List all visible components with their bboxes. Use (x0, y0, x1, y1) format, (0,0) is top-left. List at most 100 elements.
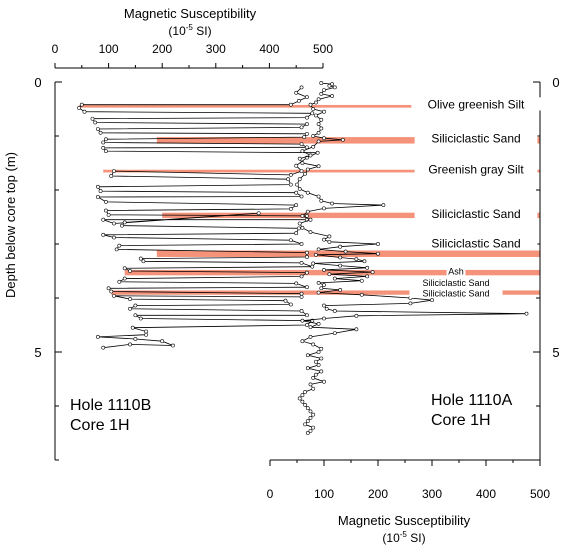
bottom-axis-tick-label: 500 (530, 487, 550, 501)
data-point-hole-1110b (299, 85, 304, 90)
label-hole-1110a-line1: Hole 1110A (431, 392, 513, 409)
data-point-hole-1110a (332, 331, 337, 336)
data-point-hole-1110b (288, 238, 293, 243)
data-point-hole-1110b (122, 266, 127, 271)
data-point-hole-1110b (128, 269, 132, 273)
data-point-hole-1110b (299, 194, 304, 199)
data-point-hole-1110a (322, 303, 326, 308)
data-point-hole-1110a (311, 144, 316, 149)
data-point-hole-1110a (316, 164, 321, 169)
data-point-hole-1110a (297, 187, 302, 191)
lithology-annotation: Siliciclastic Sand (431, 236, 520, 250)
data-point-hole-1110a (313, 252, 318, 257)
data-point-hole-1110b (128, 297, 132, 301)
data-point-hole-1110b (305, 131, 309, 136)
data-point-hole-1110a (359, 278, 364, 283)
data-point-hole-1110b (310, 111, 315, 116)
data-point-hole-1110a (338, 287, 343, 292)
data-point-hole-1110a (316, 280, 321, 285)
data-point-hole-1110b (305, 95, 309, 100)
data-point-hole-1110a (305, 366, 310, 371)
top-axis-tick-label: 500 (313, 42, 333, 56)
data-point-hole-1110b (288, 172, 293, 177)
data-point-hole-1110a (365, 274, 370, 279)
data-point-hole-1110a (330, 82, 335, 87)
top-axis-tick-label: 300 (206, 42, 226, 56)
data-point-hole-1110a (308, 217, 313, 222)
data-point-hole-1110b (117, 279, 122, 284)
data-point-hole-1110b (104, 149, 108, 154)
data-point-hole-1110b (133, 303, 138, 308)
data-point-hole-1110b (133, 337, 138, 341)
data-point-hole-1110b (112, 235, 116, 240)
data-point-hole-1110a (319, 346, 324, 351)
data-point-hole-1110b (82, 109, 87, 114)
data-point-hole-1110b (294, 203, 299, 208)
data-point-hole-1110a (359, 292, 364, 297)
data-point-hole-1110a (332, 309, 337, 313)
data-point-hole-1110b (112, 169, 116, 174)
lithology-annotation: Olive greenish Silt (428, 98, 525, 112)
data-point-hole-1110a (327, 234, 332, 239)
data-point-hole-1110a (297, 396, 302, 401)
data-point-hole-1110b (305, 214, 309, 218)
y-axis-title: Depth below core top (m) (3, 152, 18, 298)
data-point-hole-1110a (316, 363, 321, 367)
data-point-hole-1110a (313, 113, 318, 118)
data-point-hole-1110a (308, 102, 313, 107)
data-point-hole-1110a (322, 88, 326, 93)
data-point-hole-1110a (332, 85, 337, 90)
data-point-hole-1110a (338, 263, 343, 268)
bottom-axis-unit: (10-5 SI) (382, 530, 425, 545)
data-point-hole-1110b (305, 270, 309, 275)
data-point-hole-1110b (133, 313, 138, 318)
data-point-hole-1110a (381, 203, 386, 208)
data-point-hole-1110a (300, 161, 305, 165)
data-point-hole-1110b (299, 242, 304, 246)
annotation-background (414, 131, 538, 145)
annotation-background (409, 277, 503, 288)
data-point-hole-1110b (294, 90, 299, 95)
data-point-hole-1110b (294, 231, 299, 236)
data-point-hole-1110a (303, 171, 308, 176)
data-point-hole-1110a (365, 265, 370, 270)
data-point-hole-1110a (300, 339, 305, 344)
data-point-hole-1110a (354, 257, 359, 262)
data-point-hole-1110a (300, 393, 305, 398)
data-point-hole-1110b (98, 130, 103, 135)
data-point-hole-1110b (299, 295, 304, 299)
data-point-hole-1110a (297, 221, 302, 226)
bottom-axis-tick-label: 0 (267, 487, 274, 501)
data-point-hole-1110a (324, 306, 329, 311)
data-point-hole-1110b (122, 276, 127, 281)
data-point-hole-1110b (299, 142, 304, 147)
data-point-hole-1110a (311, 376, 316, 380)
data-point-hole-1110a (524, 311, 529, 316)
data-point-hole-1110a (319, 126, 324, 131)
data-point-hole-1110b (296, 99, 301, 103)
data-point-hole-1110a (313, 359, 318, 364)
label-hole-1110b-line1: Hole 1110B (70, 397, 151, 414)
data-point-hole-1110a (313, 100, 318, 105)
data-point-hole-1110a (316, 350, 321, 354)
label-hole-1110b-line2: Core 1H (70, 417, 130, 434)
data-point-hole-1110b (305, 255, 309, 259)
data-point-hole-1110a (319, 356, 324, 361)
data-point-hole-1110a (370, 270, 375, 274)
data-point-hole-1110a (322, 283, 326, 287)
data-point-hole-1110a (332, 276, 337, 281)
data-point-hole-1110a (308, 409, 313, 414)
data-point-hole-1110a (322, 268, 326, 272)
data-point-hole-1110a (327, 83, 332, 88)
data-point-hole-1110b (144, 332, 149, 337)
data-point-hole-1110a (308, 153, 313, 158)
data-point-hole-1110a (311, 342, 316, 347)
data-point-hole-1110b (101, 232, 106, 237)
data-point-hole-1110b (101, 145, 106, 150)
data-point-hole-1110a (311, 261, 316, 266)
data-point-hole-1110a (319, 286, 324, 291)
data-point-hole-1110b (310, 264, 315, 269)
data-point-hole-1110a (308, 325, 313, 330)
data-point-hole-1110b (109, 289, 114, 294)
lithology-band (124, 269, 541, 276)
